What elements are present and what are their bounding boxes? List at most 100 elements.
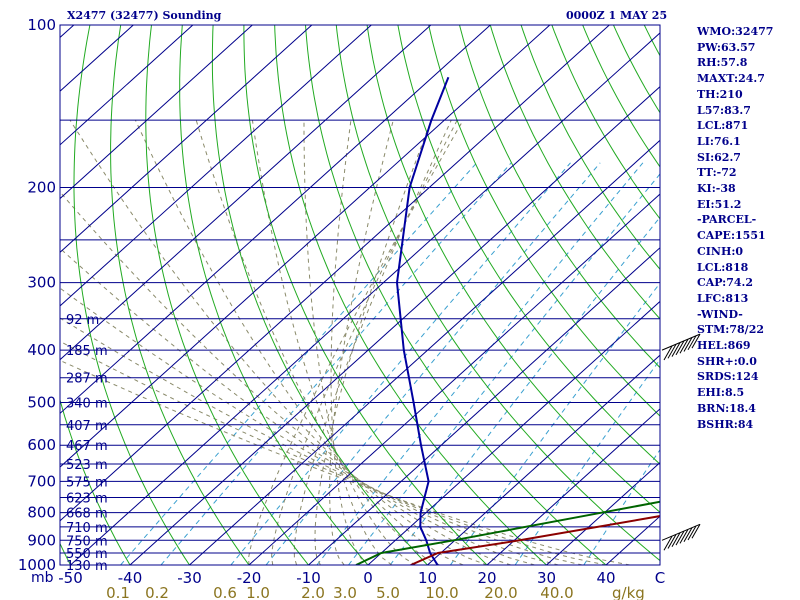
dry-adiabat-line [551, 25, 660, 220]
isotherm-line [60, 25, 432, 361]
sounding-time: 0000Z 1 MAY 25 [566, 9, 668, 22]
profile-line [355, 500, 660, 565]
dry-adiabat-line [428, 25, 660, 417]
profile-line [395, 76, 450, 565]
index-item: EI:51.2 [697, 197, 742, 211]
wind-barb-flag [679, 338, 689, 354]
height-label: 340 m [66, 396, 108, 411]
dry-adiabat-line [612, 25, 660, 114]
wind-barb-flag [683, 527, 693, 542]
pressure-tick-label: 500 [27, 393, 56, 411]
index-item: EHI:8.5 [697, 386, 745, 400]
mixing-ratio-label: 0.6 [213, 584, 237, 600]
plot-border [59, 24, 661, 566]
mixing-ratio-label: 1.0 [246, 584, 270, 600]
temperature-tick-label: C [655, 569, 665, 587]
index-item: HEL:869 [697, 339, 751, 353]
series-clip [355, 76, 660, 565]
isotherm-line [546, 461, 660, 565]
isotherm-line [248, 193, 660, 565]
isotherm-line [60, 25, 253, 200]
wind-barb-flag [663, 345, 673, 361]
height-label: 550 m [66, 547, 108, 562]
height-label: 92 m [66, 313, 99, 328]
index-item: SI:62.7 [697, 150, 741, 164]
temperature-tick-label: -20 [237, 569, 262, 587]
height-label: 287 m [66, 372, 108, 387]
index-item: WMO:32477 [697, 25, 774, 38]
isotherm-line [308, 247, 660, 565]
moist-adiabat-line [329, 119, 394, 565]
index-item: LI:76.1 [697, 134, 741, 148]
pressure-tick-label: 400 [27, 341, 56, 359]
height-label: 750 m [66, 534, 108, 549]
station-title: X2477 (32477) Sounding [67, 9, 222, 22]
index-item: KI:-38 [697, 182, 736, 196]
dry-adiabat-line [489, 25, 660, 320]
wind-barb-flag [687, 525, 697, 541]
isotherm-line [367, 300, 660, 565]
wind-barb [661, 523, 701, 551]
sounding-profiles [355, 76, 660, 565]
temperature-tick-label: 40 [596, 569, 615, 587]
index-item: LCL:871 [697, 119, 749, 133]
moist-adiabat-line [60, 359, 630, 565]
wind-barb-flag [691, 524, 701, 539]
mixing-ratio-label: 0.2 [145, 584, 169, 600]
temperature-tick-label: 30 [537, 569, 556, 587]
dry-adiabat-line [335, 25, 660, 562]
isotherm-line [60, 25, 610, 522]
index-item: TH:210 [697, 87, 743, 101]
wind-barb-flag [667, 534, 677, 549]
height-label: 575 m [66, 475, 108, 490]
grid-lines [60, 24, 660, 566]
height-label: 523 m [66, 458, 108, 473]
moist-adiabat-line [251, 120, 416, 565]
pressure-tick-label: 700 [27, 472, 56, 490]
pressure-tick-label: 600 [27, 436, 56, 454]
isotherm-line [60, 25, 194, 146]
wind-barb [661, 333, 701, 361]
index-item: RH:57.8 [697, 56, 748, 70]
grid-clip [60, 25, 660, 565]
mixing-ratio-label: 5.0 [376, 584, 400, 600]
temperature-tick-label: -40 [118, 569, 143, 587]
mixing-ratio-unit-label: g/kg [612, 584, 645, 600]
wind-barb-flag [675, 530, 685, 546]
wind-barb-flag [671, 532, 681, 548]
index-item: TT:-72 [697, 166, 737, 180]
wind-barb-staff [661, 333, 701, 351]
wind-barb-flag [671, 342, 681, 357]
index-item: SHR+:0.0 [697, 354, 757, 368]
stability-indices-panel: WMO:32477 PW:63.57 RH:57.8 MAXT:24.7 TH:210 L… [697, 24, 797, 432]
mixing-ratio-line [265, 162, 601, 565]
moist-adiabat-line [134, 119, 464, 565]
mixing-ratio-line [230, 162, 571, 565]
moist-adiabat-line [248, 119, 464, 565]
pressure-tick-label: 900 [27, 531, 56, 549]
moist-adiabat-line [60, 191, 511, 565]
moist-adiabat-line [270, 119, 458, 565]
wind-barb-flag [667, 344, 677, 359]
temperature-tick-label: 0 [363, 569, 373, 587]
dry-adiabat-line [179, 25, 369, 565]
mixing-ratio-label: 0.1 [106, 584, 130, 600]
wind-barb-flag [687, 335, 697, 351]
temperature-tick-label: -10 [296, 569, 321, 587]
dry-adiabat-line [304, 25, 607, 565]
isotherm-line [427, 354, 660, 565]
index-item: CAPE:1551 [697, 229, 766, 243]
temperature-tick-label: -30 [177, 569, 202, 587]
dry-adiabat-line [397, 25, 660, 465]
height-label: 668 m [66, 507, 108, 522]
dry-adiabat-line [366, 25, 660, 513]
mixing-ratio-label: 40.0 [540, 584, 573, 600]
mixing-ratio-label: 10.0 [425, 584, 458, 600]
pressure-unit-label: mb [31, 570, 54, 586]
index-item: BSHR:84 [697, 417, 754, 431]
wind-barb-flag [663, 535, 673, 551]
isotherm-line [60, 25, 313, 253]
isotherm-line [70, 32, 660, 565]
